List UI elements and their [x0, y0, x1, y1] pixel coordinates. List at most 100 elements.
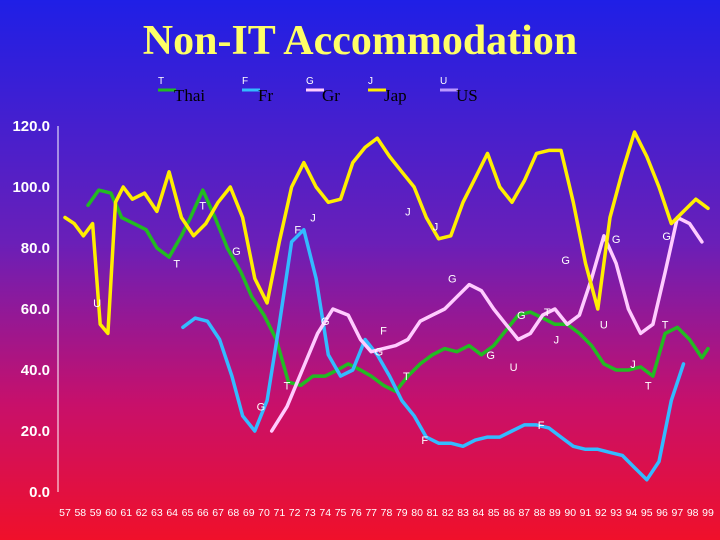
x-tick-label: 60 [105, 507, 117, 519]
legend-marker: F [242, 76, 248, 87]
x-tick-label: 95 [641, 507, 653, 519]
series-line-thai [86, 188, 710, 394]
point-marker: T [284, 380, 291, 392]
legend-marker: U [440, 76, 447, 87]
point-marker: J [405, 206, 411, 218]
legend: T Thai F Fr G Gr J Jap U US [158, 76, 478, 105]
y-axis: 0.0 20.0 40.0 60.0 80.0 100.0 120.0 [12, 118, 50, 501]
x-tick-label: 65 [182, 507, 194, 519]
x-tick-label: 94 [626, 507, 638, 519]
y-tick-label: 40.0 [21, 362, 50, 379]
legend-item-gr: G Gr [306, 76, 340, 105]
y-tick-label: 0.0 [29, 484, 50, 501]
point-marker: T [544, 307, 551, 319]
series-line-gr [269, 215, 704, 433]
x-tick-label: 64 [166, 507, 178, 519]
legend-item-jap: J Jap [368, 76, 407, 105]
point-marker: U [600, 319, 608, 331]
series-line-fr [181, 227, 686, 482]
x-tick-label: 90 [564, 507, 576, 519]
chart-title: Non-IT Accommodation [143, 18, 577, 64]
y-tick-label: 20.0 [21, 423, 50, 440]
point-marker: F [538, 420, 545, 432]
legend-label: Fr [258, 86, 273, 105]
point-marker: F [294, 225, 301, 237]
point-marker: U [93, 298, 101, 310]
x-tick-label: 73 [304, 507, 316, 519]
point-marker: G [486, 350, 495, 362]
point-marker: J [310, 213, 316, 225]
point-marker: J [554, 335, 560, 347]
x-tick-label: 76 [350, 507, 362, 519]
x-tick-label: 77 [365, 507, 377, 519]
x-tick-label: 70 [258, 507, 270, 519]
x-tick-label: 57 [59, 507, 71, 519]
x-tick-label: 78 [381, 507, 393, 519]
legend-item-thai: T Thai [158, 76, 205, 105]
point-marker: G [612, 234, 621, 246]
point-marker: G [232, 246, 241, 258]
x-tick-label: 88 [534, 507, 546, 519]
y-tick-label: 60.0 [21, 301, 50, 318]
x-tick-label: 59 [90, 507, 102, 519]
legend-label: US [456, 86, 478, 105]
x-tick-label: 79 [396, 507, 408, 519]
point-marker: T [199, 200, 206, 212]
point-marker: G [561, 255, 570, 267]
series-line-jap [63, 130, 710, 336]
x-tick-label: 97 [672, 507, 684, 519]
legend-label: Thai [174, 86, 205, 105]
y-tick-label: 120.0 [12, 118, 50, 135]
point-marker: J [433, 222, 439, 234]
x-axis: 57 58 59 60 61 62 63 64 65 66 67 68 69 70 71 72 73 74 75 76… [59, 507, 714, 519]
point-marker: G [321, 316, 330, 328]
x-tick-label: 98 [687, 507, 699, 519]
y-tick-label: 80.0 [21, 240, 50, 257]
legend-marker: G [306, 76, 314, 87]
y-tick-label: 100.0 [12, 179, 50, 196]
x-tick-label: 82 [442, 507, 454, 519]
series-lines [63, 130, 710, 482]
x-tick-label: 72 [289, 507, 301, 519]
x-tick-label: 91 [580, 507, 592, 519]
point-marker: G [517, 310, 526, 322]
legend-item-us: U US [440, 76, 478, 105]
x-tick-label: 93 [610, 507, 622, 519]
x-tick-label: 69 [243, 507, 255, 519]
x-tick-label: 84 [473, 507, 485, 519]
point-marker: F [421, 435, 428, 447]
x-tick-label: 67 [212, 507, 224, 519]
x-tick-label: 61 [120, 507, 132, 519]
x-tick-label: 58 [74, 507, 86, 519]
x-tick-label: 81 [427, 507, 439, 519]
x-tick-label: 85 [488, 507, 500, 519]
legend-label: Jap [384, 86, 407, 105]
x-tick-label: 80 [411, 507, 423, 519]
x-tick-label: 96 [656, 507, 668, 519]
point-marker: G [375, 347, 384, 359]
point-marker: G [257, 402, 266, 414]
point-marker: U [510, 362, 518, 374]
point-marker: T [403, 371, 410, 383]
x-tick-label: 62 [136, 507, 148, 519]
point-marker: T [173, 258, 180, 270]
legend-marker: J [368, 76, 373, 87]
legend-marker: T [158, 76, 164, 87]
point-marker: G [662, 231, 671, 243]
x-tick-label: 89 [549, 507, 561, 519]
point-marker: T [645, 380, 652, 392]
legend-item-fr: F Fr [242, 76, 273, 105]
x-tick-label: 92 [595, 507, 607, 519]
x-tick-label: 99 [702, 507, 714, 519]
x-tick-label: 71 [273, 507, 285, 519]
x-tick-label: 86 [503, 507, 515, 519]
point-marker: F [380, 325, 387, 337]
x-tick-label: 68 [228, 507, 240, 519]
x-tick-label: 74 [319, 507, 331, 519]
x-tick-label: 63 [151, 507, 163, 519]
point-marker: T [662, 319, 669, 331]
x-tick-label: 75 [335, 507, 347, 519]
x-tick-label: 66 [197, 507, 209, 519]
